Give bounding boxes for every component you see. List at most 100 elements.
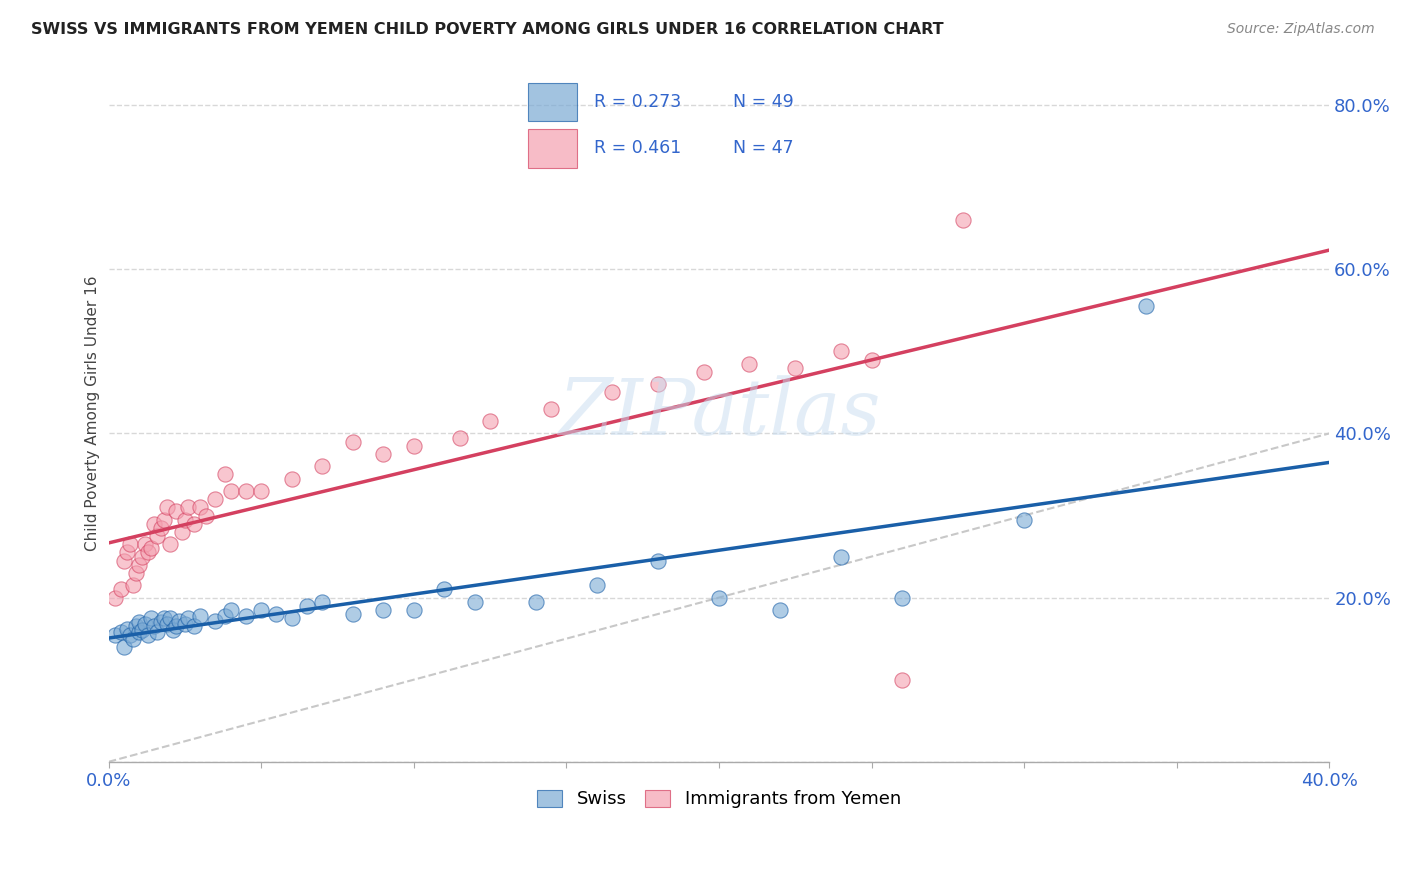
Point (373, 603, 395, 617)
Point (177, 611, 200, 625)
Y-axis label: Child Poverty Among Girls Under 16: Child Poverty Among Girls Under 16 (86, 275, 100, 550)
Point (1135, 299, 1157, 313)
Point (738, 357, 761, 371)
Text: ZIPatlas: ZIPatlas (558, 375, 880, 451)
Point (136, 627, 159, 641)
Legend: Swiss, Immigrants from Yemen: Swiss, Immigrants from Yemen (530, 782, 908, 815)
Point (104, 627, 127, 641)
Point (112, 554, 135, 568)
Point (952, 213, 974, 227)
Point (402, 439, 425, 453)
Point (235, 483, 257, 498)
Point (860, 352, 883, 367)
Point (115, 622, 138, 636)
Point (891, 673, 914, 687)
Point (830, 549, 852, 564)
Point (115, 545, 138, 559)
Point (118, 537, 141, 551)
Point (1012, 513, 1035, 527)
Point (524, 595, 547, 609)
Point (402, 603, 425, 617)
Point (707, 591, 730, 605)
Point (373, 447, 395, 461)
Point (143, 516, 166, 531)
Point (110, 625, 132, 640)
Point (149, 615, 172, 630)
Point (183, 619, 205, 633)
Point (156, 500, 179, 515)
Point (174, 616, 197, 631)
Point (280, 611, 302, 625)
Point (170, 524, 193, 539)
Point (152, 513, 174, 527)
Point (311, 595, 333, 609)
Point (149, 521, 172, 535)
Point (769, 603, 792, 617)
Point (586, 578, 609, 592)
Point (159, 611, 181, 625)
Point (128, 625, 150, 640)
Point (104, 591, 127, 605)
Point (479, 414, 502, 428)
Point (195, 508, 218, 523)
Point (342, 434, 364, 449)
Point (165, 619, 187, 633)
Point (159, 537, 181, 551)
Point (266, 607, 288, 621)
Point (122, 578, 145, 592)
Point (600, 385, 623, 400)
Point (214, 608, 236, 623)
Point (134, 537, 156, 551)
Point (165, 504, 187, 518)
Point (128, 615, 150, 630)
Point (280, 472, 302, 486)
Point (219, 483, 242, 498)
Point (785, 360, 807, 375)
Point (122, 632, 145, 646)
Point (146, 529, 169, 543)
Point (219, 603, 242, 617)
Point (146, 625, 169, 640)
Point (162, 624, 184, 638)
Point (110, 582, 132, 597)
Point (214, 467, 236, 482)
Point (204, 614, 226, 628)
Point (141, 611, 163, 625)
Point (433, 582, 456, 597)
Point (235, 608, 257, 623)
Point (143, 619, 166, 633)
Point (134, 616, 156, 631)
Point (183, 516, 205, 531)
Point (112, 640, 135, 654)
Point (647, 554, 669, 568)
Text: Source: ZipAtlas.com: Source: ZipAtlas.com (1227, 22, 1375, 37)
Point (141, 541, 163, 556)
Point (125, 566, 148, 580)
Point (125, 619, 148, 633)
Point (540, 401, 562, 416)
Point (128, 558, 150, 572)
Point (311, 459, 333, 474)
Point (204, 492, 226, 507)
Point (174, 513, 197, 527)
Point (647, 377, 669, 392)
Point (250, 483, 273, 498)
Point (464, 595, 486, 609)
Point (156, 616, 179, 631)
Point (118, 627, 141, 641)
Point (830, 344, 852, 359)
Point (131, 624, 153, 638)
Point (177, 500, 200, 515)
Point (167, 614, 190, 628)
Point (891, 591, 914, 605)
Text: SWISS VS IMMIGRANTS FROM YEMEN CHILD POVERTY AMONG GIRLS UNDER 16 CORRELATION CH: SWISS VS IMMIGRANTS FROM YEMEN CHILD POV… (31, 22, 943, 37)
Point (131, 549, 153, 564)
Point (250, 603, 273, 617)
Point (188, 608, 211, 623)
Point (692, 365, 714, 379)
Point (188, 500, 211, 515)
Point (449, 431, 471, 445)
Point (342, 607, 364, 621)
Point (136, 545, 159, 559)
Point (295, 599, 318, 613)
